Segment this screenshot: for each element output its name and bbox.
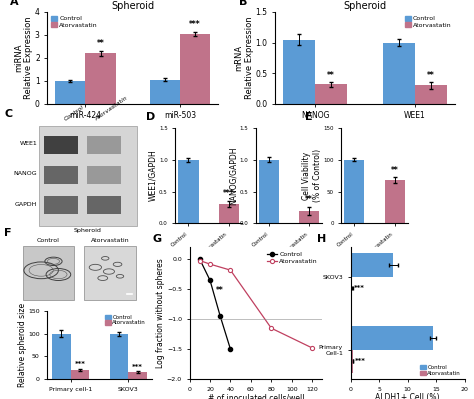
Text: F: F bbox=[4, 228, 12, 238]
Atorvastatin bbox=[197, 258, 203, 263]
Bar bbox=[383, 43, 415, 104]
Line: Atorvastatin: Atorvastatin bbox=[198, 259, 314, 350]
Bar bbox=[351, 326, 433, 350]
Text: C: C bbox=[4, 109, 12, 119]
Text: **: ** bbox=[97, 39, 104, 48]
Text: E: E bbox=[305, 112, 312, 122]
Text: ***: *** bbox=[74, 361, 85, 367]
Text: **: ** bbox=[391, 166, 399, 175]
Bar bbox=[39, 126, 137, 227]
Bar bbox=[259, 160, 279, 223]
Bar bbox=[87, 136, 121, 154]
Bar bbox=[87, 196, 121, 214]
Bar bbox=[283, 40, 315, 104]
Bar bbox=[85, 53, 116, 104]
X-axis label: ALDH1+ Cell (%): ALDH1+ Cell (%) bbox=[375, 393, 440, 399]
Bar bbox=[299, 211, 319, 223]
Text: A: A bbox=[10, 0, 18, 7]
Line: Control: Control bbox=[198, 257, 233, 351]
Bar bbox=[219, 204, 239, 223]
Bar bbox=[384, 180, 405, 223]
Text: ***: *** bbox=[355, 358, 365, 364]
Text: ***: *** bbox=[223, 189, 235, 198]
Bar bbox=[315, 84, 347, 104]
Bar bbox=[351, 253, 393, 277]
Text: ***: *** bbox=[189, 20, 201, 29]
Control bbox=[197, 257, 203, 262]
Bar bbox=[351, 277, 353, 300]
X-axis label: # of inoculated cells/well: # of inoculated cells/well bbox=[208, 393, 304, 399]
Atorvastatin bbox=[228, 268, 233, 273]
Bar bbox=[44, 166, 78, 184]
Bar bbox=[351, 350, 353, 373]
Legend: Control, Atorvastatin: Control, Atorvastatin bbox=[51, 15, 99, 28]
Text: NANOG: NANOG bbox=[14, 172, 37, 176]
Text: **: ** bbox=[427, 71, 435, 80]
Bar bbox=[128, 372, 147, 379]
Atorvastatin bbox=[268, 326, 274, 330]
Legend: Control, Atorvastatin: Control, Atorvastatin bbox=[404, 15, 452, 28]
Y-axis label: WEE1/GAPDH: WEE1/GAPDH bbox=[149, 150, 157, 201]
Text: WEE1: WEE1 bbox=[20, 141, 37, 146]
Legend: Control, Atorvastatin: Control, Atorvastatin bbox=[419, 364, 462, 376]
Text: Atorvastatin: Atorvastatin bbox=[91, 238, 129, 243]
Y-axis label: Log fraction without spheres: Log fraction without spheres bbox=[156, 258, 165, 368]
Text: **: ** bbox=[305, 195, 313, 203]
Title: Spheroid: Spheroid bbox=[344, 1, 386, 11]
Text: G: G bbox=[153, 234, 162, 244]
Text: B: B bbox=[239, 0, 247, 7]
Control bbox=[218, 314, 223, 318]
Bar bbox=[71, 370, 89, 379]
Y-axis label: Relative spheroid size: Relative spheroid size bbox=[18, 303, 27, 387]
Control bbox=[228, 347, 233, 352]
Bar bbox=[110, 334, 128, 379]
Y-axis label: Cell Viability
(% of Control): Cell Viability (% of Control) bbox=[302, 149, 322, 202]
Bar bbox=[44, 136, 78, 154]
Bar bbox=[150, 80, 180, 104]
Text: Control: Control bbox=[64, 104, 85, 121]
Text: **: ** bbox=[216, 286, 224, 295]
Text: **: ** bbox=[327, 71, 335, 80]
Bar bbox=[344, 160, 365, 223]
Y-axis label: mRNA
Relative Expression: mRNA Relative Expression bbox=[234, 16, 254, 99]
Bar bbox=[84, 246, 136, 300]
Text: GAPDH: GAPDH bbox=[15, 201, 37, 207]
Bar bbox=[23, 246, 74, 300]
Text: D: D bbox=[146, 112, 155, 122]
Y-axis label: miRNA
Relative Expression: miRNA Relative Expression bbox=[14, 16, 34, 99]
Text: Spheroid: Spheroid bbox=[74, 228, 102, 233]
Text: ***: *** bbox=[354, 285, 365, 291]
Atorvastatin bbox=[207, 262, 213, 267]
Text: ***: *** bbox=[132, 363, 143, 369]
Y-axis label: NANOG/GAPDH: NANOG/GAPDH bbox=[229, 146, 238, 205]
Legend: Control, Atorvastatin: Control, Atorvastatin bbox=[105, 314, 146, 326]
Text: Atorvastatin: Atorvastatin bbox=[94, 95, 129, 121]
Bar bbox=[52, 334, 71, 379]
Text: Control: Control bbox=[37, 238, 60, 243]
Text: H: H bbox=[317, 234, 326, 244]
Title: Spheroid: Spheroid bbox=[111, 1, 154, 11]
Bar bbox=[55, 81, 85, 104]
Control bbox=[207, 278, 213, 282]
Atorvastatin bbox=[309, 346, 315, 350]
Bar bbox=[180, 34, 210, 104]
Bar bbox=[415, 85, 447, 104]
Bar bbox=[87, 166, 121, 184]
Legend: Control, Atorvastatin: Control, Atorvastatin bbox=[266, 251, 319, 265]
Bar bbox=[178, 160, 199, 223]
Bar bbox=[44, 196, 78, 214]
